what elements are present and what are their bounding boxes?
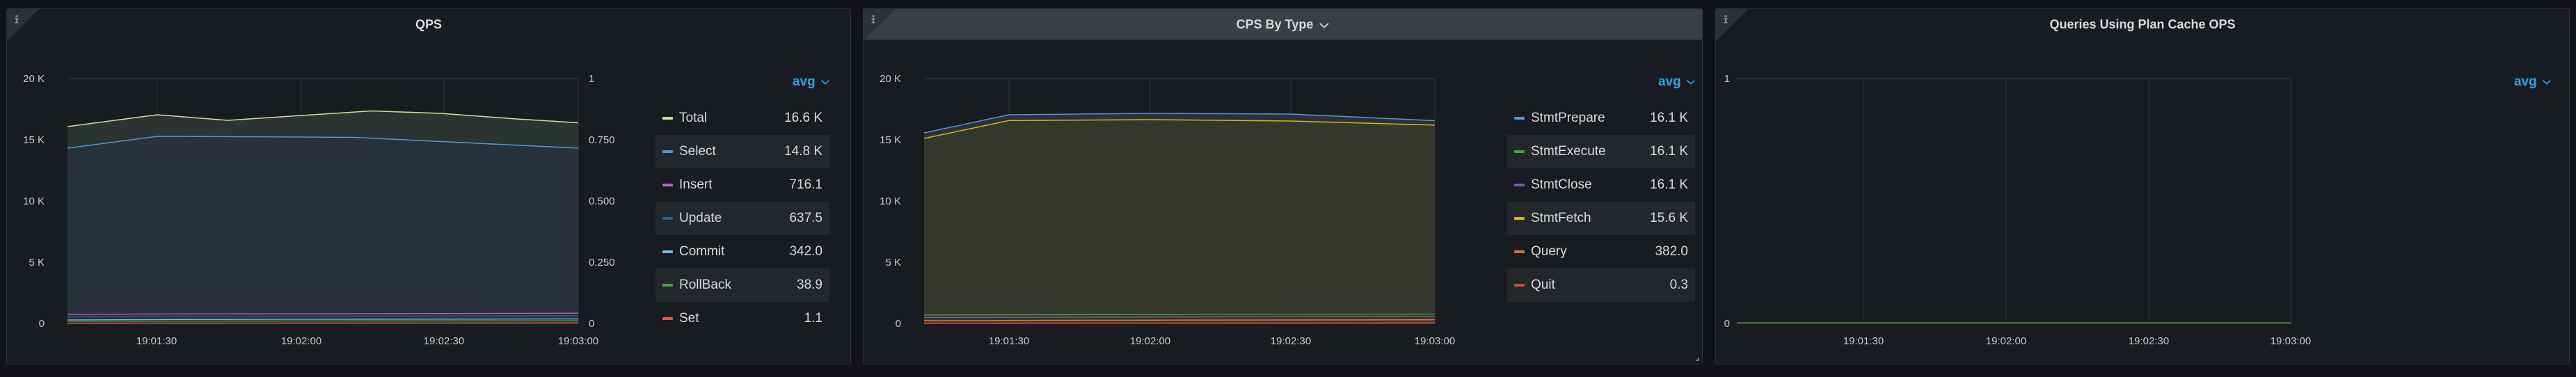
svg-text:5 K: 5 K — [885, 257, 901, 268]
svg-text:1: 1 — [1724, 73, 1730, 85]
svg-text:0.500: 0.500 — [589, 195, 615, 207]
svg-text:0: 0 — [39, 318, 45, 330]
svg-text:19:03:00: 19:03:00 — [558, 335, 598, 347]
svg-text:5 K: 5 K — [29, 257, 45, 268]
svg-text:19:02:00: 19:02:00 — [1986, 335, 2026, 347]
svg-text:19:02:00: 19:02:00 — [281, 335, 321, 347]
svg-text:0.750: 0.750 — [589, 134, 615, 146]
svg-text:15 K: 15 K — [880, 134, 901, 146]
svg-text:0: 0 — [896, 318, 901, 330]
svg-text:19:02:30: 19:02:30 — [1271, 335, 1311, 347]
svg-text:20 K: 20 K — [880, 73, 901, 85]
svg-text:10 K: 10 K — [880, 195, 901, 207]
svg-text:0.250: 0.250 — [589, 257, 615, 268]
svg-text:20 K: 20 K — [23, 73, 45, 85]
svg-text:19:01:30: 19:01:30 — [1843, 335, 1884, 347]
svg-text:19:02:30: 19:02:30 — [2129, 335, 2169, 347]
svg-text:19:03:00: 19:03:00 — [2271, 335, 2311, 347]
svg-text:1: 1 — [589, 73, 594, 85]
svg-text:10 K: 10 K — [23, 195, 45, 207]
svg-text:19:01:30: 19:01:30 — [136, 335, 177, 347]
svg-text:19:02:30: 19:02:30 — [424, 335, 464, 347]
svg-text:15 K: 15 K — [23, 134, 45, 146]
svg-text:0: 0 — [589, 318, 594, 330]
svg-text:0: 0 — [1724, 318, 1730, 330]
svg-text:19:02:00: 19:02:00 — [1130, 335, 1170, 347]
svg-text:19:03:00: 19:03:00 — [1415, 335, 1455, 347]
svg-text:19:01:30: 19:01:30 — [989, 335, 1029, 347]
